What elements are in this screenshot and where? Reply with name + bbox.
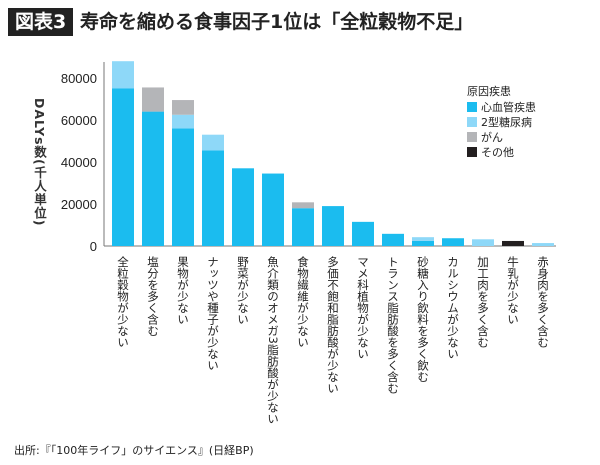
bar-segment <box>172 100 194 115</box>
chart-title: 寿命を縮める食事因子1位は「全粒穀物不足」 <box>80 11 474 33</box>
legend-item: その他 <box>467 144 536 159</box>
source-note: 出所:『「100年ライフ」のサイエンス』(日経BP) <box>14 444 254 457</box>
legend-swatch <box>467 101 477 112</box>
bar-segment <box>532 243 554 246</box>
y-tick-label: 60000 <box>61 113 97 128</box>
bar-segment <box>412 240 434 246</box>
legend-swatch <box>467 116 477 127</box>
legend-item: 2型糖尿病 <box>467 114 536 129</box>
x-tick-label: ナッツや種子が少ない <box>206 256 220 371</box>
bar-segment <box>382 233 404 246</box>
legend-item: がん <box>467 129 536 144</box>
x-tick-label: 塩分を多く含む <box>146 256 160 337</box>
x-tick-label: 赤身肉を多く含む <box>536 256 550 348</box>
x-tick-label: トランス脂肪酸を多く含む <box>386 256 400 394</box>
x-tick-label: 魚介類のオメガ3脂肪酸が少ない <box>266 256 280 425</box>
y-tick-label: 0 <box>90 239 97 254</box>
bar-segment <box>352 221 374 246</box>
legend-label: その他 <box>481 145 514 159</box>
bar-segment <box>172 114 194 129</box>
legend-label: 心血管疾患 <box>481 100 536 114</box>
x-tick-label: 牛乳が少ない <box>506 256 520 325</box>
bar-segment <box>472 239 494 246</box>
bar-segment <box>502 240 524 246</box>
x-tick-label: マメ科植物が少ない <box>356 256 370 360</box>
bar-segment <box>292 208 314 246</box>
bar-segment <box>292 202 314 209</box>
y-tick-label: 20000 <box>61 197 97 212</box>
x-tick-label: 砂糖入り飲料を多く飲む <box>416 256 430 383</box>
legend-label: がん <box>481 130 503 144</box>
bar-segment <box>142 111 164 246</box>
figure-label: 図表3 <box>8 8 74 36</box>
bar-segment <box>412 237 434 241</box>
bar-segment <box>202 150 224 246</box>
y-tick-label: 40000 <box>61 155 97 170</box>
bar-segment <box>202 134 224 151</box>
x-tick-label: 全粒穀物が少ない <box>116 256 130 348</box>
legend-swatch <box>467 131 477 142</box>
legend-title: 原因疾患 <box>467 85 511 98</box>
bar-segment <box>232 168 254 246</box>
bar-segment <box>172 128 194 246</box>
x-tick-label: 加工肉を多く含む <box>476 256 490 348</box>
legend: 原因疾患 心血管疾患 2型糖尿病 がん その他 <box>467 83 536 159</box>
legend-swatch <box>467 146 477 157</box>
bar-segment <box>262 173 284 246</box>
bar-segment <box>442 238 464 246</box>
x-tick-label: 果物が少ない <box>176 256 190 325</box>
x-tick-label: 野菜が少ない <box>236 256 250 325</box>
legend-item: 心血管疾患 <box>467 99 536 114</box>
bar-segment <box>322 206 344 246</box>
bar-segment <box>112 61 134 89</box>
legend-label: 2型糖尿病 <box>481 115 532 129</box>
bar-segment <box>112 88 134 246</box>
x-tick-label: 多価不飽和脂肪酸が少ない <box>326 256 340 394</box>
y-tick-label: 80000 <box>61 71 97 86</box>
x-tick-label: カルシウムが少ない <box>446 256 460 360</box>
y-axis-label: DALYs数(千人単位) <box>32 98 47 227</box>
bar-segment <box>142 87 164 112</box>
x-tick-label: 食物繊維が少ない <box>296 256 310 348</box>
